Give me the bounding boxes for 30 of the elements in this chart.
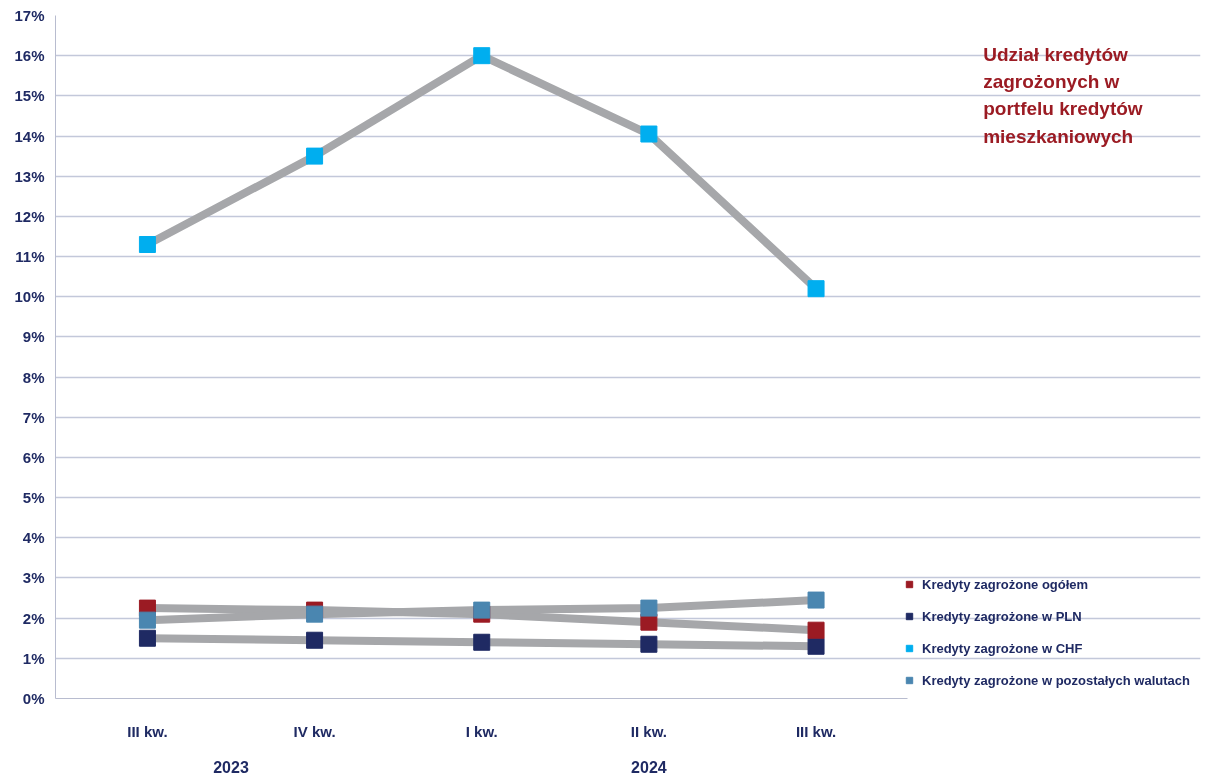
y-tick-label: 3% [22, 569, 45, 587]
x-tick-label: I kw. [465, 722, 498, 740]
text: 2024 [631, 758, 667, 776]
text: 2023 [213, 758, 249, 776]
legend-label: Kredyty zagrożone w CHF [922, 640, 1083, 656]
text: Udział kredytów zagrożonych w portfelu kredytów mieszkaniowych [983, 43, 1143, 147]
y-tick-label: 7% [22, 408, 45, 426]
x-tick-label: II kw. [630, 722, 667, 740]
y-tick-label: 6% [22, 448, 45, 466]
y-tick-label: 4% [22, 529, 45, 547]
x-tick-label: IV kw. [293, 722, 336, 740]
legend-label: Kredyty zagrożone w pozostałych walutach [922, 672, 1190, 688]
y-tick-label: 10% [14, 288, 45, 306]
y-tick-label: 1% [22, 649, 45, 667]
legend-label: Kredyty zagrożone w PLN [922, 608, 1082, 624]
y-tick-label: 11% [15, 248, 45, 266]
y-tick-label: 12% [14, 207, 45, 225]
y-tick-label: 2% [22, 609, 45, 627]
y-tick-label: 16% [14, 47, 45, 65]
y-tick-label: 14% [14, 127, 45, 145]
x-tick-label: III kw. [127, 722, 168, 740]
y-tick-label: 13% [14, 167, 45, 185]
y-tick-label: 0% [22, 690, 45, 707]
y-tick-label: 5% [22, 489, 45, 507]
y-tick-label: 9% [22, 328, 45, 346]
y-tick-label: 17% [14, 7, 45, 24]
y-tick-label: 8% [22, 368, 45, 386]
y-tick-label: 15% [14, 87, 45, 105]
legend-label: Kredyty zagrożone ogółem [922, 576, 1089, 592]
x-tick-label: III kw. [795, 722, 837, 740]
